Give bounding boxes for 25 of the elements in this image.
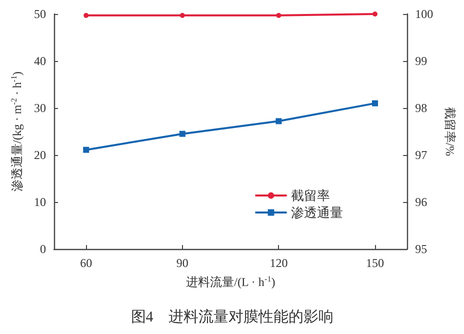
y-tick-label: 20	[34, 148, 46, 162]
y2-axis-title: 截留率/%	[443, 106, 457, 156]
y2-tick-label: 95	[415, 242, 428, 256]
x-tick-label: 120	[270, 256, 288, 270]
point	[83, 146, 90, 153]
y2-tick-label: 99	[415, 54, 428, 68]
point	[372, 100, 378, 106]
y-axis-title: 渗透通量/(kg · m-2 · h-1)	[10, 72, 24, 192]
point	[276, 118, 282, 124]
y2-tick-label: 98	[415, 101, 428, 115]
y-tick-label: 40	[34, 54, 46, 68]
y-tick-label: 50	[34, 7, 46, 21]
x-tick-label: 90	[176, 256, 188, 270]
y2-tick-label: 100	[415, 7, 434, 21]
y-tick-label: 0	[40, 242, 46, 256]
y-tick-label: 30	[34, 101, 46, 115]
y-tick-label: 10	[34, 195, 46, 209]
y2-tick-label: 96	[415, 195, 428, 209]
text: 图4 进料流量对膜性能的影响	[130, 308, 334, 326]
legend-label: 渗透通量	[291, 205, 343, 220]
y2-tick-label: 97	[415, 148, 428, 162]
x-tick-label: 150	[366, 256, 384, 270]
legend-label: 截留率	[291, 188, 330, 203]
point	[179, 130, 186, 137]
x-tick-label: 60	[80, 256, 92, 270]
